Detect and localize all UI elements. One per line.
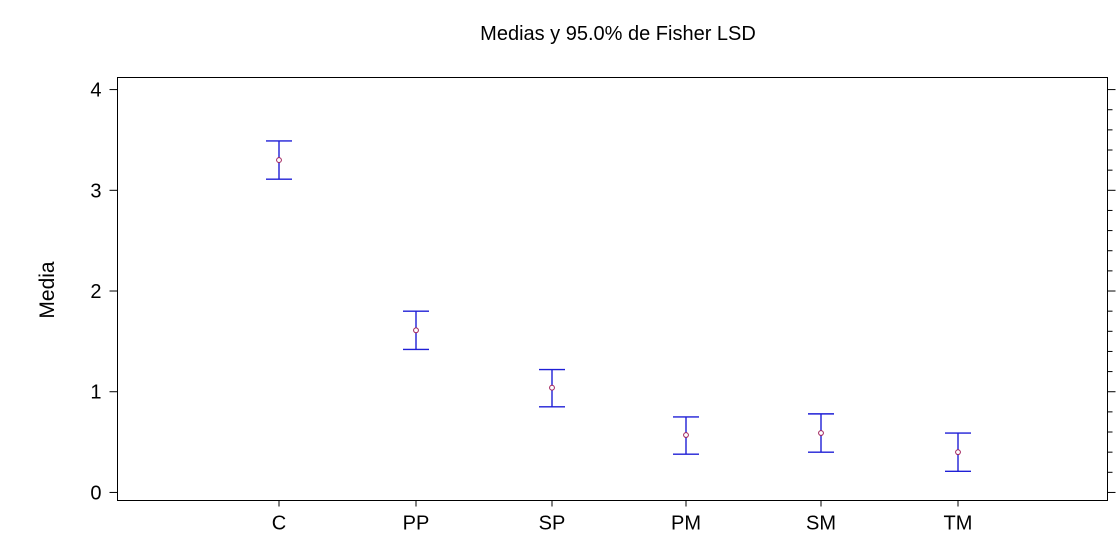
- y-tick-label: 2: [90, 281, 101, 303]
- x-tick-label: PM: [671, 513, 701, 535]
- x-tick-label: PP: [403, 513, 430, 535]
- errorbar-sm: [808, 413, 834, 453]
- y-axis-ticks: 0 1 2 3 4: [90, 80, 1116, 504]
- x-tick-label: SP: [539, 513, 566, 535]
- mean-point: [549, 384, 555, 391]
- mean-point: [955, 449, 961, 456]
- plot-area-frame: [117, 77, 1108, 501]
- y-tick-label: 0: [90, 482, 101, 504]
- y-tick-label: 1: [90, 382, 101, 404]
- mean-point: [683, 432, 689, 438]
- x-tick-label: SM: [806, 513, 836, 535]
- y-axis-label: Media: [36, 261, 59, 319]
- mean-point: [276, 157, 282, 163]
- chart-title: Medias y 95.0% de Fisher LSD: [480, 23, 756, 45]
- x-axis-ticks: C PP SP PM SM TM: [272, 500, 973, 535]
- errorbar-sp: [539, 368, 565, 408]
- errorbar-tm: [945, 432, 971, 472]
- errorbar-c: [266, 140, 292, 180]
- x-tick-label: TM: [944, 513, 973, 535]
- y-tick-label: 4: [90, 80, 101, 102]
- errorbar-pp: [403, 310, 429, 351]
- x-tick-label: C: [272, 513, 286, 535]
- mean-point: [413, 327, 419, 334]
- error-bars-group: [266, 140, 971, 472]
- y-tick-label: 3: [90, 180, 101, 202]
- mean-point: [818, 430, 824, 436]
- errorbar-pm: [673, 416, 699, 455]
